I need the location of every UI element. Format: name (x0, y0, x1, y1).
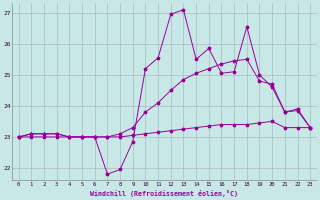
X-axis label: Windchill (Refroidissement éolien,°C): Windchill (Refroidissement éolien,°C) (91, 190, 238, 197)
